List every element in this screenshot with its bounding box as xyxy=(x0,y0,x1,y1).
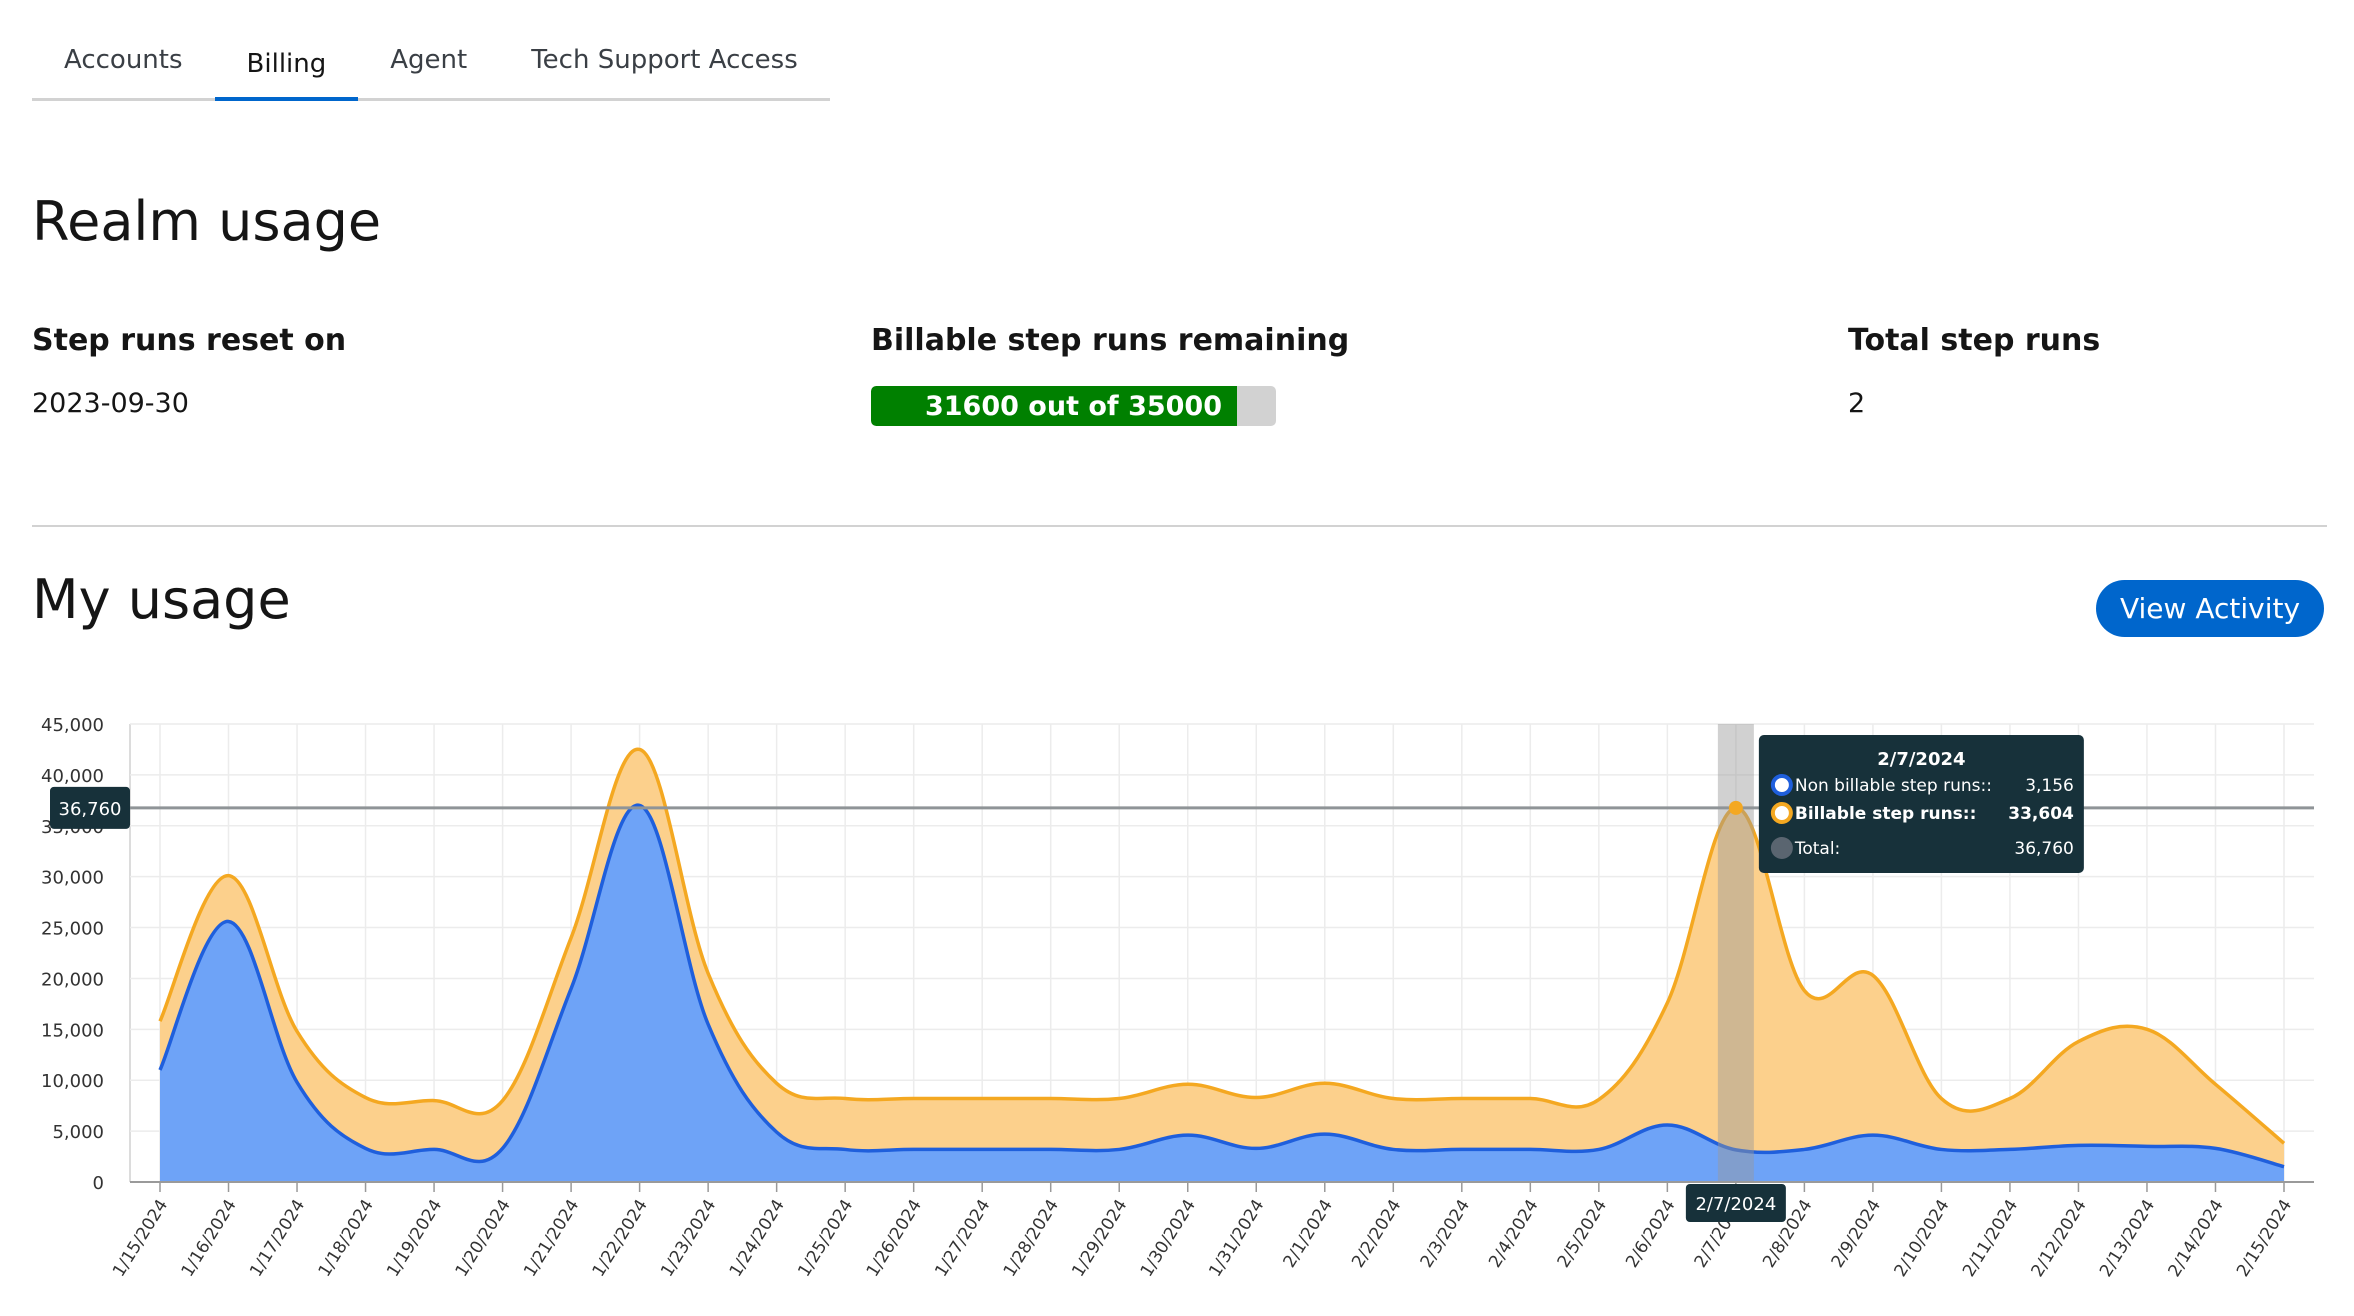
billable-area xyxy=(160,749,2284,1182)
y-tick-label: 20,000 xyxy=(41,969,104,990)
hover-column xyxy=(1717,724,1754,1182)
tooltip-row-value: 36,760 xyxy=(2014,839,2073,859)
x-tick-label: 2/11/2024 xyxy=(1959,1196,2022,1281)
tooltip-marker xyxy=(1770,837,1793,859)
crosshair-y-box xyxy=(50,786,130,829)
reset-label: Step runs reset on xyxy=(32,323,347,358)
x-tick-label: 2/2/2024 xyxy=(1348,1196,1405,1271)
x-tick-label: 1/22/2024 xyxy=(589,1196,652,1281)
y-tick-label: 30,000 xyxy=(41,868,104,889)
x-tick-label: 1/27/2024 xyxy=(931,1196,994,1281)
x-tick-label: 2/3/2024 xyxy=(1417,1196,1474,1271)
section-divider xyxy=(32,525,2327,527)
x-tick-label: 1/21/2024 xyxy=(520,1196,583,1281)
billable-progress-fill xyxy=(871,386,1237,426)
tooltip xyxy=(1758,735,2084,873)
x-tick-label: 1/29/2024 xyxy=(1068,1196,1131,1281)
x-tick-label: 1/24/2024 xyxy=(726,1196,789,1281)
tooltip-row-label: Non billable step runs:: xyxy=(1795,776,1992,796)
x-tick-label: 2/15/2024 xyxy=(2233,1196,2296,1281)
my-usage-title: My usage xyxy=(32,568,291,631)
x-tick-label: 1/15/2024 xyxy=(109,1196,172,1281)
x-tick-label: 1/23/2024 xyxy=(657,1196,720,1281)
non-billable-line xyxy=(158,803,2285,1169)
x-tick-label: 1/30/2024 xyxy=(1137,1196,1200,1281)
x-tick-label: 1/16/2024 xyxy=(178,1196,241,1281)
x-tick-label: 2/4/2024 xyxy=(1485,1196,1542,1271)
x-tick-label: 2/7/2024 xyxy=(1691,1196,1748,1271)
x-tick-label: 1/26/2024 xyxy=(863,1196,926,1281)
x-tick-label: 1/17/2024 xyxy=(246,1196,309,1281)
tooltip-title: 2/7/2024 xyxy=(1877,749,1965,770)
crosshair-x-label: 2/7/2024 xyxy=(1695,1194,1776,1215)
y-tick-label: 35,000 xyxy=(41,817,104,838)
y-tick-label: 15,000 xyxy=(41,1020,104,1041)
tooltip-row-label: Total: xyxy=(1794,839,1840,859)
hover-point xyxy=(1728,800,1743,815)
x-tick-label: 2/6/2024 xyxy=(1622,1196,1679,1271)
y-tick-label: 10,000 xyxy=(41,1071,104,1092)
realm-usage-title: Realm usage xyxy=(32,190,382,253)
y-tick-label: 5,000 xyxy=(52,1122,104,1143)
y-tick-label: 0 xyxy=(93,1173,104,1194)
crosshair-y-label: 36,760 xyxy=(59,799,122,820)
billable-line xyxy=(158,747,2286,1145)
reset-value: 2023-09-30 xyxy=(32,388,189,419)
x-tick-label: 1/25/2024 xyxy=(794,1196,857,1281)
tooltip-marker xyxy=(1770,774,1793,796)
x-tick-label: 2/1/2024 xyxy=(1280,1196,1337,1271)
x-tick-label: 1/28/2024 xyxy=(1000,1196,1063,1281)
tooltip-row-value: 3,156 xyxy=(2025,776,2074,796)
view-activity-button[interactable]: View Activity xyxy=(2096,580,2324,637)
total-step-runs-label: Total step runs xyxy=(1848,323,2101,358)
billable-progress-bar: 31600 out of 35000 xyxy=(871,386,1276,426)
tooltip-row-label: Billable step runs:: xyxy=(1795,804,1977,824)
tooltip-row-value: 33,604 xyxy=(2008,804,2074,824)
x-tick-label: 2/10/2024 xyxy=(1891,1196,1954,1281)
y-tick-label: 40,000 xyxy=(41,766,104,787)
x-tick-label: 2/9/2024 xyxy=(1828,1196,1885,1271)
x-tick-label: 2/5/2024 xyxy=(1554,1196,1611,1271)
y-tick-label: 45,000 xyxy=(41,715,104,736)
tooltip-marker xyxy=(1770,802,1793,824)
x-tick-label: 2/14/2024 xyxy=(2165,1196,2228,1281)
tab-tech-support-access[interactable]: Tech Support Access xyxy=(531,45,798,75)
x-tick-label: 1/19/2024 xyxy=(383,1196,446,1281)
x-tick-label: 2/13/2024 xyxy=(2096,1196,2159,1281)
x-tick-label: 2/8/2024 xyxy=(1759,1196,1816,1271)
x-tick-label: 1/31/2024 xyxy=(1205,1196,1268,1281)
x-tick-label: 2/12/2024 xyxy=(2028,1196,2091,1281)
tab-agent[interactable]: Agent xyxy=(390,45,468,75)
billable-remaining-label: Billable step runs remaining xyxy=(871,323,1350,358)
total-step-runs-value: 2 xyxy=(1848,388,1866,419)
non-billable-area xyxy=(160,805,2284,1182)
y-tick-label: 25,000 xyxy=(41,919,104,940)
billable-progress-text: 31600 out of 35000 xyxy=(924,390,1223,422)
tab-bar: Accounts Billing Agent Tech Support Acce… xyxy=(32,30,830,101)
crosshair-x-box xyxy=(1685,1184,1786,1222)
tab-accounts[interactable]: Accounts xyxy=(64,45,183,75)
tab-billing[interactable]: Billing xyxy=(214,30,359,101)
x-tick-label: 1/18/2024 xyxy=(315,1196,378,1281)
x-tick-label: 1/20/2024 xyxy=(452,1196,515,1281)
